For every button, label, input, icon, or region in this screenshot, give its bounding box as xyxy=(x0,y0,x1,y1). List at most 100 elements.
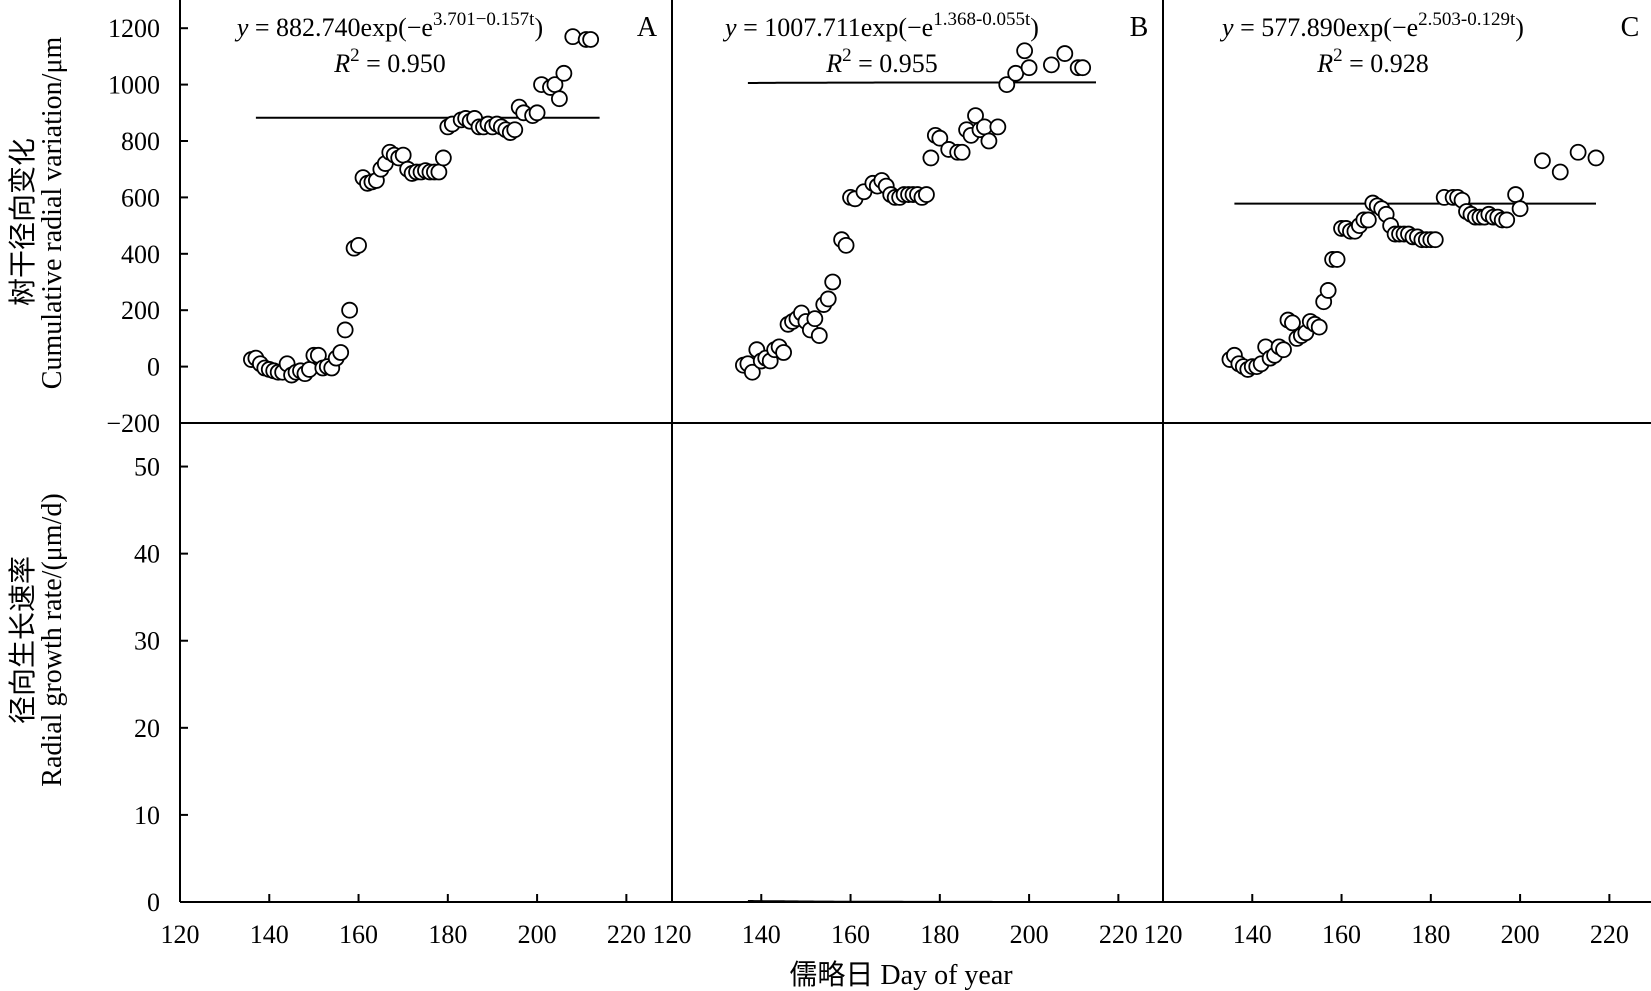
y-tick-label: 0 xyxy=(147,353,160,382)
x-tick-label: 220 xyxy=(1099,920,1138,949)
y-tick-label: 600 xyxy=(121,183,160,212)
y-tick-label: 20 xyxy=(134,714,160,743)
y-tick-label: 1200 xyxy=(108,14,160,43)
y-tick-label: 200 xyxy=(121,296,160,325)
x-tick-label: 180 xyxy=(1411,920,1450,949)
x-tick-label: 180 xyxy=(920,920,959,949)
r-squared-label: R2 = 0.955 xyxy=(825,45,938,78)
data-point xyxy=(1319,282,1337,299)
data-point xyxy=(922,149,940,167)
panel-A-top: −200 0 200 400 600 800 1000 1200 y = 882.740exp(… xyxy=(106,9,658,438)
x-tick-label: 160 xyxy=(339,920,378,949)
data-point xyxy=(1310,318,1328,336)
panel-C-bottom: 120 140 160 180 200 220 xyxy=(1144,894,1629,949)
panel-A-bottom: 0 10 20 30 40 50 120 140 160 180 200 220 xyxy=(134,453,646,949)
growth-rate-curve xyxy=(747,900,1096,903)
data-point xyxy=(551,90,568,108)
data-point xyxy=(582,31,600,48)
x-tick-label: 180 xyxy=(428,920,467,949)
equation-label: y = 577.890exp(−e2.503-0.129t) xyxy=(1219,9,1524,42)
data-point xyxy=(980,132,998,150)
data-point xyxy=(819,290,837,308)
panel-letter: C xyxy=(1621,12,1640,43)
data-point xyxy=(1328,251,1346,268)
x-tick-label: 140 xyxy=(742,920,781,949)
data-point xyxy=(1569,143,1587,161)
data-point xyxy=(1551,163,1569,181)
data-point xyxy=(1534,152,1551,170)
data-point xyxy=(430,163,448,181)
data-point xyxy=(1511,200,1529,218)
data-point xyxy=(806,310,824,328)
x-tick-label: 220 xyxy=(1590,920,1629,949)
y-tick-label: 400 xyxy=(121,240,160,269)
data-point xyxy=(564,28,582,46)
y-tick-label: 1000 xyxy=(108,71,160,100)
x-tick-label: 200 xyxy=(1010,920,1049,949)
x-tick-label: 160 xyxy=(1322,920,1361,949)
bottom-ylabel-en: Radial growth rate/(μm/d) xyxy=(37,493,68,786)
y-tick-label: 0 xyxy=(147,888,160,917)
data-point xyxy=(1056,45,1074,62)
x-tick-label: 120 xyxy=(1144,920,1183,949)
data-point xyxy=(1587,149,1605,167)
data-point xyxy=(1426,231,1444,249)
x-tick-label: 140 xyxy=(1233,920,1272,949)
x-tick-label: 120 xyxy=(653,920,692,949)
r-squared-label: R2 = 0.950 xyxy=(333,45,446,78)
data-point xyxy=(528,104,546,122)
data-point xyxy=(953,143,971,161)
data-point xyxy=(998,76,1016,93)
data-point xyxy=(341,301,359,319)
data-point xyxy=(1507,186,1525,203)
data-point xyxy=(1359,211,1377,229)
y-tick-label: 40 xyxy=(134,540,160,569)
data-point xyxy=(1284,314,1301,332)
x-axis-title: 儒略日 Day of year xyxy=(789,959,1013,991)
data-point xyxy=(810,327,828,344)
data-point xyxy=(931,129,949,147)
x-tick-label: 200 xyxy=(518,920,557,949)
data-point xyxy=(1275,341,1292,359)
data-point xyxy=(989,118,1007,136)
y-tick-label: 10 xyxy=(134,801,160,830)
x-tick-label: 140 xyxy=(250,920,289,949)
data-point xyxy=(555,64,573,82)
panel-letter: A xyxy=(637,12,658,43)
x-tick-label: 120 xyxy=(161,920,200,949)
data-point xyxy=(506,121,524,139)
x-tick-label: 160 xyxy=(831,920,870,949)
panel-letter: B xyxy=(1130,12,1149,43)
data-point xyxy=(332,344,350,361)
equation-label: y = 882.740exp(−e3.701−0.157t) xyxy=(234,9,543,42)
data-point xyxy=(1043,56,1060,74)
data-point xyxy=(336,321,354,339)
data-point xyxy=(1498,211,1516,229)
x-tick-label: 200 xyxy=(1501,920,1540,949)
y-tick-label: 800 xyxy=(121,127,160,156)
panel-C-top: y = 577.890exp(−e2.503-0.129t)R2 = 0.928… xyxy=(1219,9,1640,378)
x-tick-label: 220 xyxy=(607,920,646,949)
data-point xyxy=(775,344,792,361)
y-tick-label: 30 xyxy=(134,627,160,656)
top-ylabel-cn: 树干径向变化 xyxy=(7,138,39,306)
data-point xyxy=(1074,59,1092,77)
top-ylabel-en: Cumulative radial variation/μm xyxy=(37,37,68,390)
data-point xyxy=(350,236,367,254)
y-tick-label: 50 xyxy=(134,453,160,482)
data-point xyxy=(394,146,412,164)
data-point xyxy=(1016,42,1034,60)
panel-B-bottom: 120 140 160 180 200 220 xyxy=(653,894,1138,949)
r-squared-label: R2 = 0.928 xyxy=(1316,45,1429,78)
panel-B-top: y = 1007.711exp(−e1.368-0.055t)R2 = 0.95… xyxy=(722,9,1149,381)
data-point xyxy=(434,149,452,167)
bottom-ylabel-cn: 径向生长速率 xyxy=(7,556,39,724)
data-point xyxy=(743,363,761,381)
data-point xyxy=(918,186,935,203)
data-point xyxy=(837,236,855,254)
fit-curve xyxy=(747,81,1096,84)
equation-label: y = 1007.711exp(−e1.368-0.055t) xyxy=(722,9,1039,42)
data-point xyxy=(1020,59,1038,77)
